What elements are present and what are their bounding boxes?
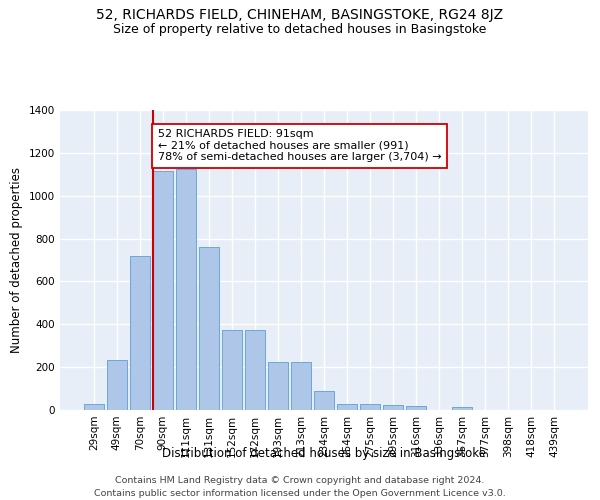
Y-axis label: Number of detached properties: Number of detached properties: [10, 167, 23, 353]
Bar: [176, 169, 196, 410]
Bar: [130, 256, 149, 410]
Bar: [153, 171, 173, 410]
Bar: [337, 404, 357, 410]
Bar: [222, 330, 242, 410]
Text: Contains HM Land Registry data © Crown copyright and database right 2024.
Contai: Contains HM Land Registry data © Crown c…: [94, 476, 506, 498]
Text: Size of property relative to detached houses in Basingstoke: Size of property relative to detached ho…: [113, 22, 487, 36]
Bar: [314, 390, 334, 410]
Bar: [406, 406, 426, 410]
Text: Distribution of detached houses by size in Basingstoke: Distribution of detached houses by size …: [162, 448, 486, 460]
Bar: [107, 360, 127, 410]
Bar: [199, 247, 218, 410]
Bar: [84, 404, 104, 410]
Bar: [245, 330, 265, 410]
Bar: [291, 362, 311, 410]
Text: 52, RICHARDS FIELD, CHINEHAM, BASINGSTOKE, RG24 8JZ: 52, RICHARDS FIELD, CHINEHAM, BASINGSTOK…: [97, 8, 503, 22]
Bar: [383, 404, 403, 410]
Text: 52 RICHARDS FIELD: 91sqm
← 21% of detached houses are smaller (991)
78% of semi-: 52 RICHARDS FIELD: 91sqm ← 21% of detach…: [158, 130, 441, 162]
Bar: [268, 362, 288, 410]
Bar: [360, 404, 380, 410]
Bar: [452, 407, 472, 410]
